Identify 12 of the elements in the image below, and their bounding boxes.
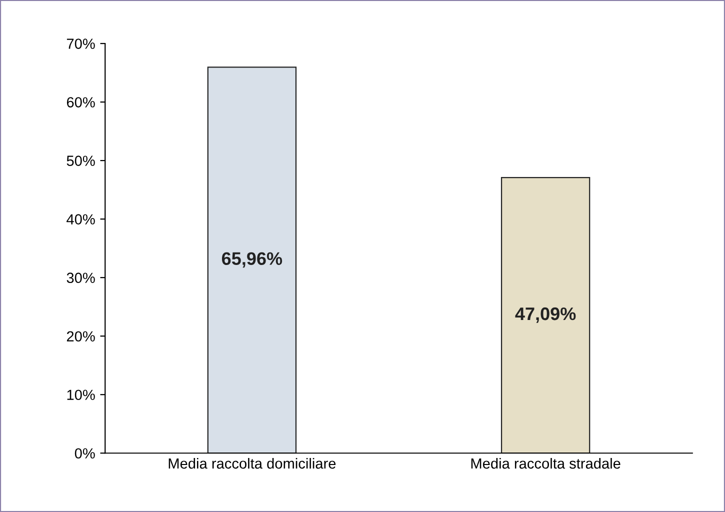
y-tick-label: 70% [66,38,95,49]
y-tick-label: 0% [74,448,95,459]
y-tick-label: 60% [66,97,95,108]
y-tick-label: 10% [67,390,95,400]
y-tick-label: 30% [66,272,95,284]
x-tick-label: Media raccolta stradale [471,458,620,469]
y-tick-label: 50% [66,156,95,166]
x-tick-label: Media raccolta domiciliare [168,458,336,469]
data-label: 47,09% [515,307,576,323]
y-tick-label: 20% [66,331,95,342]
y-tick-label: 40% [66,214,95,224]
data-label: 65,96% [222,252,282,268]
